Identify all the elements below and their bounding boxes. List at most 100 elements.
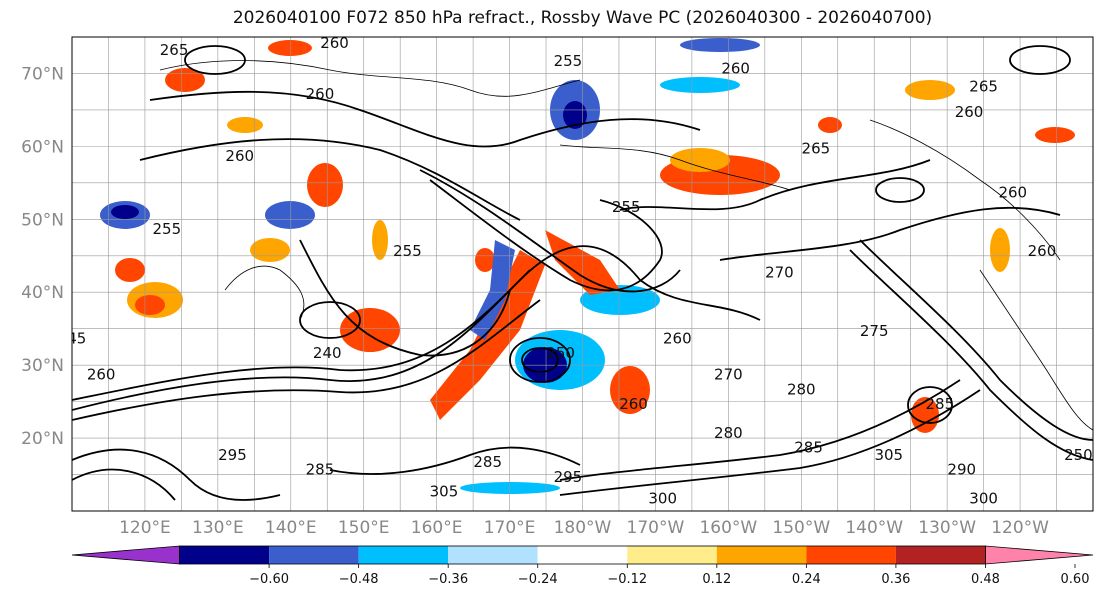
longitude-label: 170°W	[627, 518, 685, 538]
plot-title: 2026040100 F072 850 hPa refract., Rossby…	[232, 8, 933, 28]
contour-line	[559, 389, 981, 496]
latitude-label: 30°N	[21, 356, 64, 376]
contour-label: 300	[648, 490, 677, 508]
shading-patch	[563, 101, 587, 129]
shading-patch	[470, 240, 515, 340]
colorbar-tick-label: 0.36	[881, 572, 910, 587]
colorbar-segment	[806, 546, 896, 564]
colorbar-tick-label: 0.12	[702, 572, 731, 587]
contour-line	[184, 45, 246, 75]
contour-line	[1009, 45, 1071, 75]
contour-label: 270	[714, 366, 743, 384]
contour-label: 255	[612, 198, 641, 216]
shading-patch	[680, 38, 760, 52]
contour-label: 260	[998, 183, 1027, 201]
colorbar-segment	[448, 546, 538, 564]
contour-line	[559, 379, 961, 481]
longitude-labels: 120°E 130°E 140°E 150°E 160°E 170°E 180°W 170°W…	[119, 518, 1049, 538]
map-frame	[71, 36, 1094, 512]
colorbar: −0.60 −0.48 −0.36 −0.24 −0.12 0.12 0.24 0.36 0.4…	[71, 545, 1094, 587]
contour-line	[139, 138, 521, 221]
contour-label: 260	[1028, 242, 1057, 260]
contour-label: 280	[714, 424, 743, 442]
contour-label: 255	[152, 220, 181, 238]
contour-label: 285	[473, 453, 502, 471]
contour-label: 245	[58, 329, 87, 347]
contour-line	[849, 249, 1093, 461]
longitude-label: 140°E	[265, 518, 317, 538]
coastline	[559, 144, 791, 191]
contour-label: 290	[947, 461, 976, 479]
shading-patch	[660, 77, 740, 93]
colorbar-tick-label: −0.36	[428, 572, 468, 587]
shading-patch	[250, 238, 290, 262]
longitude-label: 180°W	[554, 518, 612, 538]
longitude-label: 120°W	[991, 518, 1049, 538]
latitude-label: 50°N	[21, 210, 64, 230]
gridlines	[72, 37, 1093, 511]
contour-line	[72, 468, 176, 501]
colorbar-segment	[895, 546, 986, 564]
shading-patch	[1035, 127, 1075, 143]
contour-label: 285	[926, 395, 955, 413]
contour-label: 280	[787, 380, 816, 398]
contour-label: 305	[874, 446, 903, 464]
shading-patch	[268, 40, 312, 56]
contour-label: 295	[218, 446, 247, 464]
colorbar-segment	[179, 546, 270, 564]
longitude-label: 170°E	[484, 518, 536, 538]
contour-label: 260	[663, 329, 692, 347]
contour-label: 260	[619, 395, 648, 413]
latitude-label: 60°N	[21, 137, 64, 157]
longitude-label: 120°E	[119, 518, 171, 538]
contour-label: 260	[306, 85, 335, 103]
colorbar-tick-label: 0.48	[971, 572, 1000, 587]
contour-line	[72, 269, 531, 401]
contour-line	[859, 239, 1093, 441]
contour-line	[329, 446, 581, 475]
longitude-label: 130°E	[192, 518, 244, 538]
shading-patch	[165, 68, 205, 92]
shading-patch	[372, 220, 388, 260]
longitude-label: 160°W	[699, 518, 757, 538]
contour-label: 285	[794, 439, 823, 457]
shading-patch	[307, 163, 343, 207]
contour-label: 275	[860, 322, 889, 340]
contour-line	[509, 337, 571, 383]
contour-label: 265	[969, 78, 998, 96]
contour-line	[72, 448, 281, 501]
contour-line	[429, 179, 663, 292]
coastline	[869, 119, 1061, 261]
colorbar-segment	[537, 546, 628, 564]
shading-patch	[227, 117, 263, 133]
contour-line	[619, 159, 931, 211]
contour-line	[521, 347, 559, 373]
coastline	[159, 60, 581, 97]
contour-label: 260	[225, 147, 254, 165]
latitude-labels: 70°N 60°N 50°N 40°N 30°N 20°N	[21, 64, 64, 449]
contour-label: 295	[554, 468, 583, 486]
contour-line	[719, 206, 1061, 261]
longitude-label: 130°W	[918, 518, 976, 538]
map-area: 265 260 255 260 260 255 255 240 260 245 285 295 305 2…	[58, 37, 1093, 511]
contour-label: 270	[765, 264, 794, 282]
shading-patch	[460, 482, 560, 494]
shading-patch	[265, 201, 315, 229]
shading-patch	[475, 248, 495, 272]
contour-lines	[72, 45, 1093, 501]
shading-patch	[135, 295, 165, 315]
colorbar-segment	[985, 545, 1094, 565]
contour-labels: 265 260 255 260 260 255 255 240 260 245 285 295 305 2…	[58, 37, 1093, 508]
longitude-label: 150°E	[338, 518, 390, 538]
colorbar-tick-label: −0.60	[249, 572, 289, 587]
colorbar-tick-label: −0.12	[607, 572, 647, 587]
longitude-label: 150°W	[772, 518, 830, 538]
shading-patch	[340, 308, 400, 352]
contour-label: 300	[969, 490, 998, 508]
contour-label: 240	[313, 344, 342, 362]
contour-line	[907, 386, 953, 424]
contour-label: 260	[87, 366, 116, 384]
coastline	[224, 265, 305, 321]
colorbar-tick-label: −0.24	[518, 572, 558, 587]
